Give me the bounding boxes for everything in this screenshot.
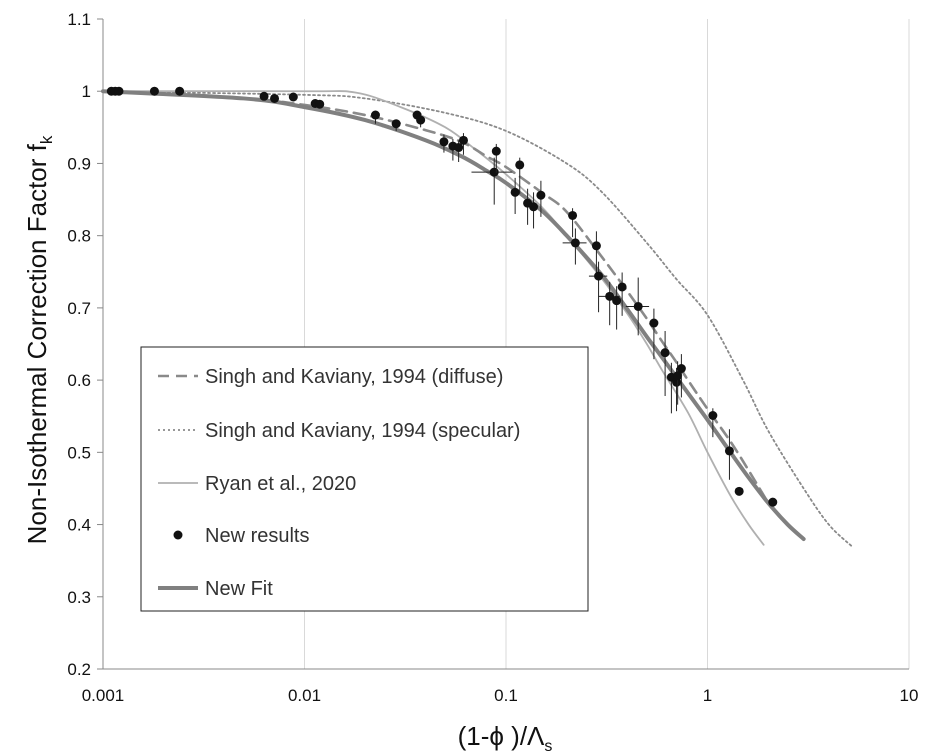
y-tick-label: 0.3 xyxy=(67,588,91,607)
x-tick-label: 0.01 xyxy=(288,686,321,705)
legend-swatch xyxy=(173,530,183,540)
axes xyxy=(97,18,909,670)
data-point xyxy=(439,137,449,147)
legend-label: Singh and Kaviany, 1994 (specular) xyxy=(205,420,520,442)
data-point xyxy=(612,296,622,306)
series-line-0 xyxy=(101,89,770,505)
data-point xyxy=(454,143,464,153)
data-point xyxy=(315,99,325,109)
data-point xyxy=(114,86,124,96)
data-point xyxy=(676,364,686,374)
data-point xyxy=(529,202,539,212)
data-point xyxy=(591,241,601,251)
data-point xyxy=(391,119,401,129)
data-point xyxy=(768,497,778,507)
y-tick-label: 0.4 xyxy=(67,516,91,535)
legend-label: Singh and Kaviany, 1994 (diffuse) xyxy=(205,366,503,388)
data-point xyxy=(510,187,520,197)
data-point xyxy=(149,86,159,96)
x-tick-label: 10 xyxy=(900,686,919,705)
data-point xyxy=(570,238,580,248)
legend-box xyxy=(140,346,589,612)
data-point xyxy=(288,92,298,102)
legend-label: New Fit xyxy=(205,578,273,600)
tick-labels: 0.001 0.01 0.1 1 10 0.2 0.3 0.4 0.5 0.6 0.7 0.8 0.9 1… xyxy=(67,10,918,705)
y-tick-label: 0.2 xyxy=(67,660,91,679)
data-point xyxy=(370,110,380,120)
data-point xyxy=(175,86,185,96)
data-point xyxy=(270,93,280,103)
legend: Singh and Kaviany, 1994 (diffuse) Singh a… xyxy=(140,346,589,612)
data-point xyxy=(660,348,670,358)
y-tick-label: 0.6 xyxy=(67,371,91,390)
series-line-1 xyxy=(102,90,853,548)
series-layer xyxy=(101,86,853,548)
data-point xyxy=(416,115,426,125)
data-point xyxy=(568,210,578,220)
data-point xyxy=(708,411,718,420)
legend-label: New results xyxy=(205,525,309,547)
data-point xyxy=(536,190,546,200)
data-point xyxy=(605,291,615,301)
y-tick-label: 1 xyxy=(82,82,91,101)
data-point xyxy=(491,146,501,156)
data-point xyxy=(489,167,499,177)
y-tick-label: 0.8 xyxy=(67,227,91,246)
data-point xyxy=(515,160,525,170)
data-point xyxy=(673,371,683,381)
x-tick-label: 0.1 xyxy=(494,686,518,705)
y-tick-label: 1.1 xyxy=(67,10,91,29)
data-point xyxy=(649,318,659,328)
y-tick-label: 0.5 xyxy=(67,443,91,462)
data-point xyxy=(724,446,734,456)
y-axis-title: Non-Isothermal Correction Factor fk xyxy=(22,135,56,544)
data-point xyxy=(259,91,269,101)
data-point xyxy=(633,301,643,311)
data-point xyxy=(458,135,468,145)
y-tick-label: 0.9 xyxy=(67,154,91,173)
y-tick-label: 0.7 xyxy=(67,299,91,318)
x-tick-label: 0.001 xyxy=(82,686,125,705)
x-axis-title: (1-ϕ )/Λs xyxy=(458,721,553,755)
data-point xyxy=(594,271,604,281)
x-tick-label: 1 xyxy=(703,686,712,705)
data-point xyxy=(617,282,627,292)
legend-label: Ryan et al., 2020 xyxy=(205,473,356,495)
data-point xyxy=(734,486,744,496)
